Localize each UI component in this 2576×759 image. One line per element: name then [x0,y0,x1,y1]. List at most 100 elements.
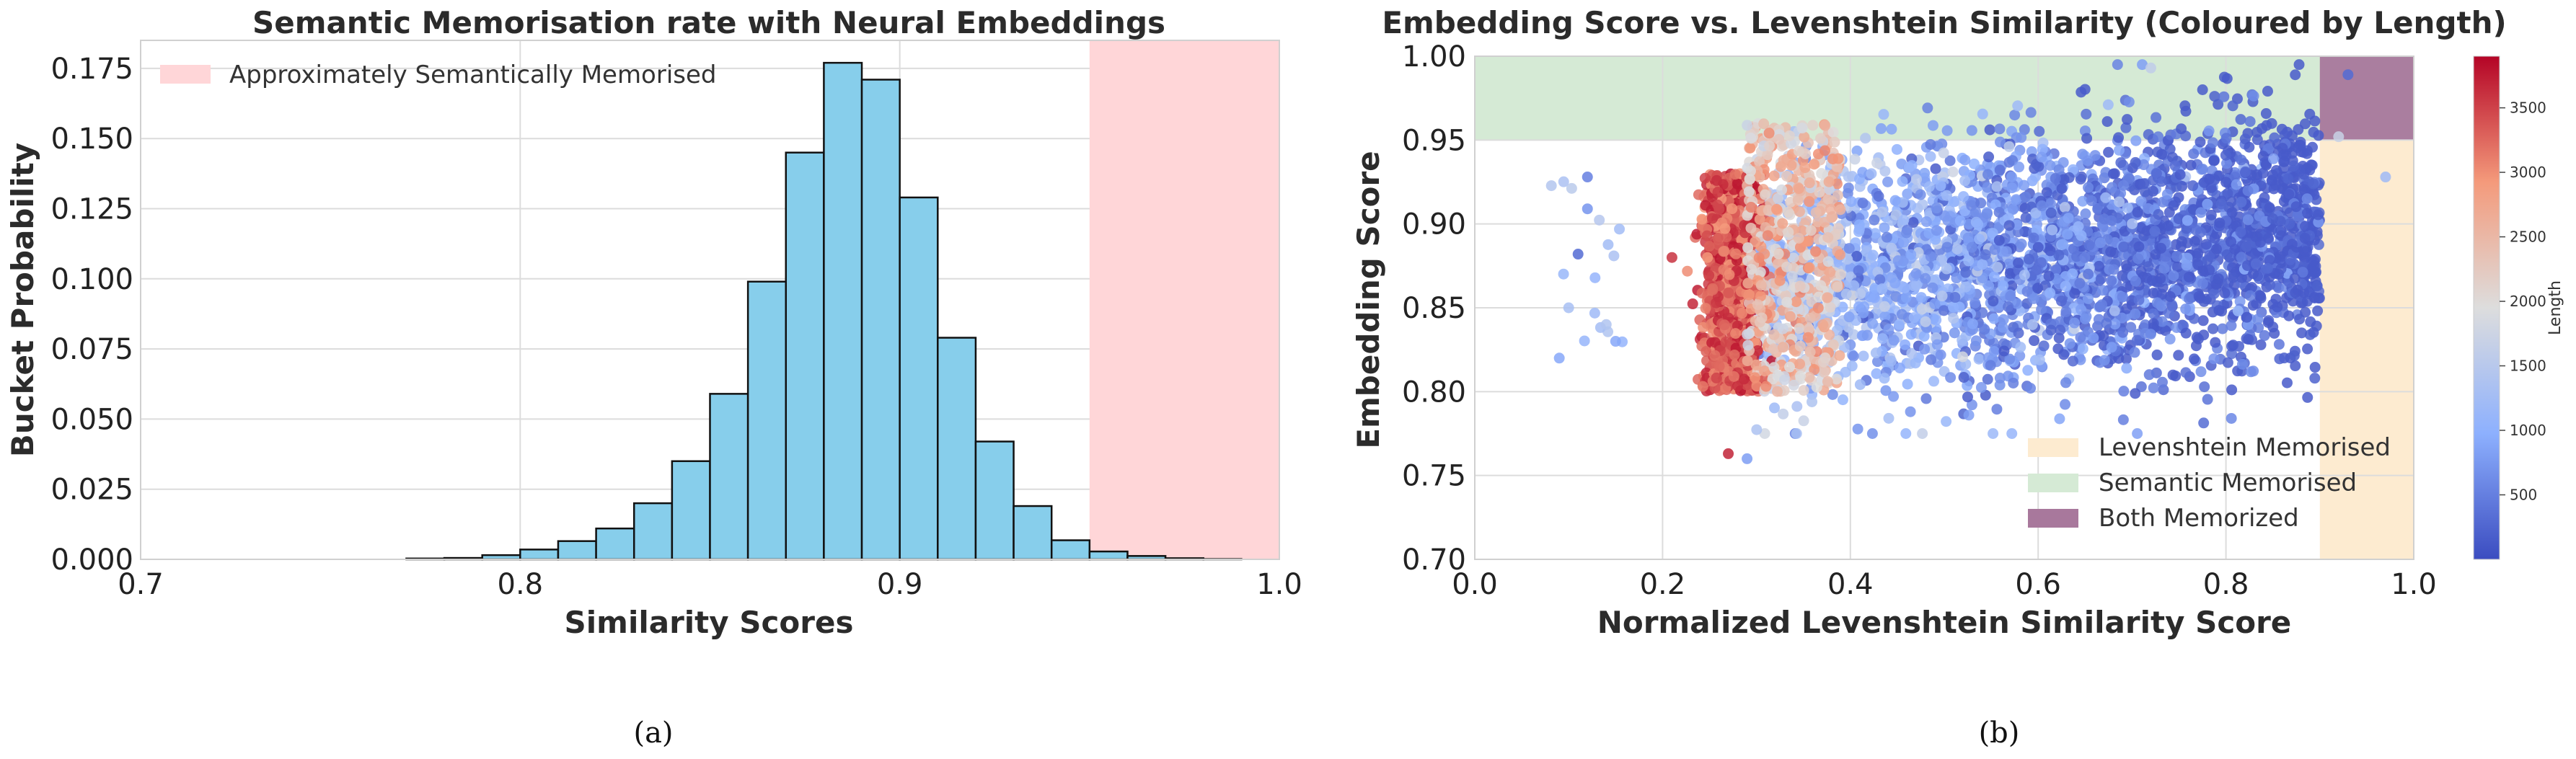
scatter-point [1579,335,1590,347]
scatter-point [1886,355,1897,367]
scatter-point [2025,107,2037,118]
scatter-point [2251,298,2262,309]
scatter-point [1949,292,1961,303]
scatter-point [2140,186,2151,197]
scatter-point [1982,169,1994,180]
scatter-point [1693,189,1704,200]
scatter-point [1773,248,1784,259]
scatter-point [2031,265,2042,276]
scatter-point [2135,195,2147,207]
scatter-point [1832,153,1844,164]
scatter-point [2120,122,2132,133]
scatter-point [1835,204,1846,216]
scatter-point [2203,125,2215,137]
scatter-point [1941,125,1953,136]
scatter-point [2055,296,2067,307]
y-tick-label: 0.025 [50,474,133,507]
scatter-point [1750,236,1761,248]
scatter-point [2208,353,2220,365]
scatter-point [2127,218,2138,229]
scatter-point [2290,201,2302,213]
scatter-point [2156,242,2167,254]
scatter-point [1860,133,1871,144]
scatter-point [2293,59,2305,71]
scatter-point [1819,145,1830,156]
scatter-point [1874,274,1886,285]
colorbar-tick-label: 1000 [2510,422,2546,439]
scatter-point [2309,373,2321,384]
scatter-point [1931,203,1942,214]
scatter-point [1832,190,1843,201]
scatter-point [1783,130,1795,141]
scatter-point [2050,264,2062,275]
scatter-point [2075,332,2086,343]
scatter-point [1957,351,1969,363]
scatter-point [1744,142,1756,154]
scatter-point [1742,339,1754,351]
scatter-point [1935,180,1946,192]
scatter-point [1829,136,1840,148]
scatter-point [1553,352,1565,364]
scatter-point [2156,316,2168,327]
scatter-point [2130,275,2141,287]
scatter-point [2069,317,2081,329]
scatter-point [1783,206,1794,218]
histogram-bar [974,440,1015,561]
scatter-point [2249,248,2261,259]
scatter-point [1843,182,1854,194]
scatter-point [1776,184,1788,195]
scatter-point [2220,177,2232,188]
y-tick-label: 0.100 [50,263,133,296]
scatter-point [2241,311,2253,323]
scatter-point [2053,249,2065,261]
histogram-bar [937,337,977,561]
scatter-point [1958,372,1970,383]
scatter-point [2274,353,2285,365]
scatter-point [2226,236,2237,247]
scatter-point [2269,132,2280,143]
scatter-point [2296,327,2308,339]
scatter-point [1993,234,2005,246]
scatter-point [1968,158,1980,169]
x-tick-label: 0.4 [1827,568,1874,601]
scatter-point [1807,396,1818,407]
scatter-point [1869,292,1880,303]
scatter-point [1610,336,1621,347]
scatter-point [2036,151,2047,163]
scatter-point [1742,120,1753,131]
y-tick-label: 0.150 [50,123,133,156]
scatter-point [1745,222,1757,234]
scatter-point [2266,117,2277,129]
scatter-point [2266,224,2277,236]
scatter-point [1755,267,1766,278]
scatter-point [2100,192,2112,203]
scatter-point [2003,258,2015,270]
scatter-point [1774,275,1786,286]
scatter-point [2121,363,2132,374]
scatter-point [1960,281,1972,293]
scatter-point [2131,334,2143,346]
scatter-point [1832,281,1843,293]
scatter-point [1910,268,1922,280]
scatter-point [2138,178,2150,190]
scatter-point [2292,284,2303,296]
histogram-bar [709,393,749,561]
scatter-point [1994,123,2006,135]
scatter-point [1906,347,1918,359]
scatter-point [1729,169,1741,180]
scatter-point [2180,303,2192,315]
colorbar-tick-label: 3000 [2510,164,2546,181]
scatter-point [2026,319,2038,330]
scatter-point [1749,372,1760,383]
scatter-point [1831,373,1843,385]
colorbar-tick-label: 3500 [2510,99,2546,117]
scatter-point [2259,192,2270,203]
scatter-point [1915,292,1927,303]
scatter-point [1878,109,1889,120]
scatter-point [1794,340,1806,352]
scatter-point [2226,348,2238,360]
scatter-point [2140,319,2151,331]
scatter-point [2132,253,2144,265]
scatter-point [1738,373,1750,385]
scatter-point [2053,332,2065,344]
